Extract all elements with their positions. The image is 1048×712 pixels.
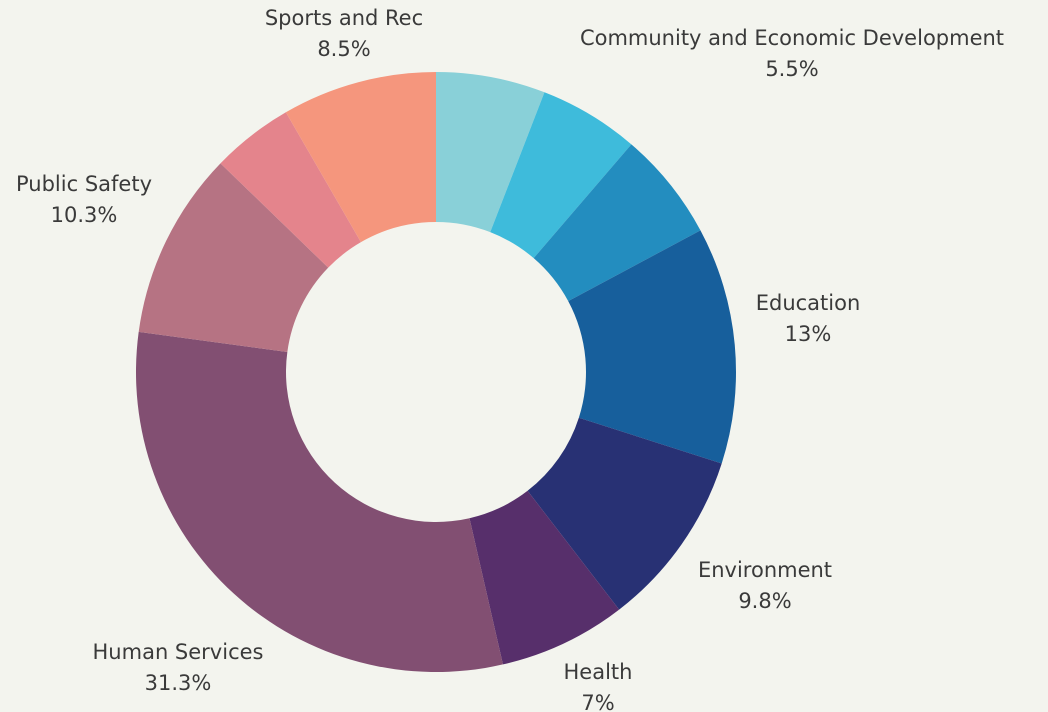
slice-label-4: Environment: [698, 558, 832, 582]
slice-label-7: Public Safety: [16, 172, 152, 196]
slice-label-6: Human Services: [93, 640, 264, 664]
slice-percent-9: 8.5%: [317, 37, 370, 61]
donut-slice-4: [527, 417, 722, 610]
slice-percent-5: 7%: [581, 691, 614, 712]
slice-label-5: Health: [564, 660, 633, 684]
donut-slice-9: [285, 72, 436, 243]
slice-label-3: Education: [756, 291, 861, 315]
donut-slice-3: [568, 230, 736, 464]
slice-percent-4: 9.8%: [738, 589, 791, 613]
slice-percent-6: 31.3%: [145, 671, 212, 695]
slice-label-1: Community and Economic Development: [580, 26, 1004, 50]
donut-slice-1: [490, 92, 632, 259]
slice-percent-1: 5.5%: [765, 57, 818, 81]
slice-percent-3: 13%: [785, 322, 832, 346]
donut-slice-2: [533, 144, 701, 302]
donut-slice-8: [220, 112, 361, 268]
slice-percent-7: 10.3%: [51, 203, 118, 227]
donut-slice-6: [136, 331, 503, 672]
donut-slice-7: [138, 163, 329, 352]
slice-label-9: Sports and Rec: [265, 6, 423, 30]
donut-slice-5: [469, 490, 620, 665]
donut-slice-0: [436, 72, 545, 233]
